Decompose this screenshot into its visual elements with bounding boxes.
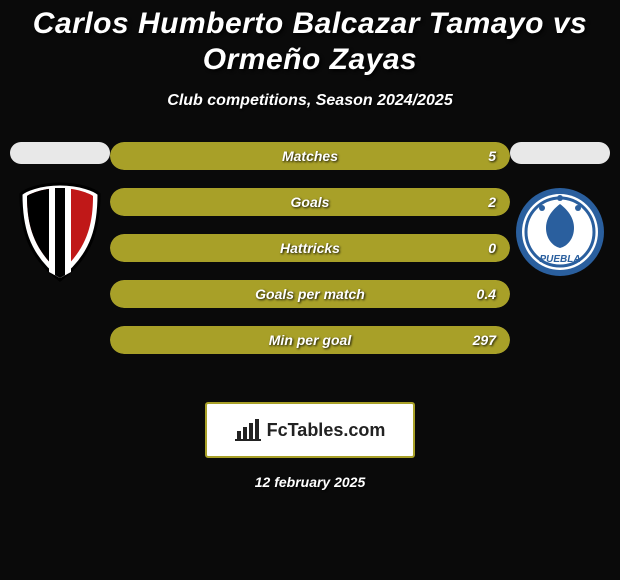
- stat-value-right: 5: [474, 142, 510, 170]
- stat-value-left: [110, 234, 138, 262]
- crest-right: PUEBLA: [510, 182, 610, 282]
- stat-value-right: 2: [474, 188, 510, 216]
- stats-area: PUEBLA Matches5 Goals2 Hattricks0 Goals per…: [0, 142, 620, 392]
- crest-left: [10, 182, 110, 282]
- comparison-card: Carlos Humberto Balcazar Tamayo vs Ormeñ…: [0, 0, 620, 580]
- title-line-1: Carlos Humberto Balcazar Tamayo vs: [33, 7, 587, 40]
- date: 12 february 2025: [0, 474, 620, 490]
- stat-value-right: 0: [474, 234, 510, 262]
- stat-rows: Matches5Goals2Hattricks0Goals per match0…: [110, 142, 510, 354]
- title-line-2: Ormeño Zayas: [203, 43, 417, 76]
- subtitle: Club competitions, Season 2024/2025: [0, 92, 620, 110]
- stat-label: Goals per match: [110, 280, 510, 308]
- svg-text:PUEBLA: PUEBLA: [539, 254, 580, 265]
- logo-text: FcTables.com: [267, 420, 386, 441]
- stat-value-left: [110, 142, 138, 170]
- stat-value-right: 297: [459, 326, 510, 354]
- shield-icon: [15, 182, 105, 282]
- player-right-column: PUEBLA: [510, 142, 610, 282]
- stat-label: Hattricks: [110, 234, 510, 262]
- stat-label: Matches: [110, 142, 510, 170]
- club-badge-icon: PUEBLA: [512, 184, 608, 280]
- title: Carlos Humberto Balcazar Tamayo vs Ormeñ…: [0, 6, 620, 78]
- stat-value-left: [110, 280, 138, 308]
- stat-row: Hattricks0: [110, 234, 510, 262]
- fctables-logo[interactable]: FcTables.com: [205, 402, 415, 458]
- stat-label: Min per goal: [110, 326, 510, 354]
- stat-value-right: 0.4: [463, 280, 510, 308]
- stat-row: Min per goal297: [110, 326, 510, 354]
- stat-row: Goals2: [110, 188, 510, 216]
- bar-chart-icon: [235, 419, 261, 441]
- player-left-column: [10, 142, 110, 282]
- player-left-name-pill: [10, 142, 110, 164]
- stat-row: Matches5: [110, 142, 510, 170]
- stat-value-left: [110, 188, 138, 216]
- stat-row: Goals per match0.4: [110, 280, 510, 308]
- stat-value-left: [110, 326, 138, 354]
- stat-label: Goals: [110, 188, 510, 216]
- player-right-name-pill: [510, 142, 610, 164]
